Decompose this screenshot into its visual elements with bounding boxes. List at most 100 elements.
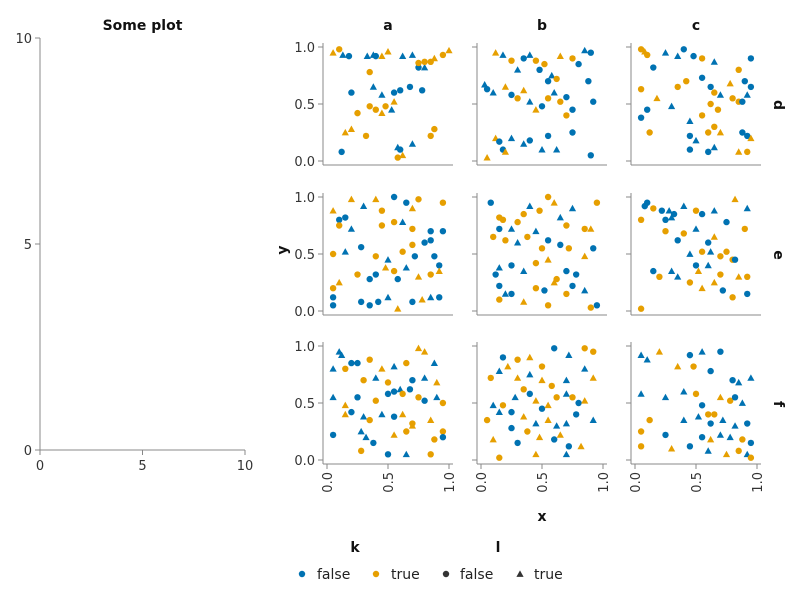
data-point-circle — [524, 233, 531, 241]
data-point-circle — [508, 408, 515, 416]
data-point-circle — [553, 394, 560, 401]
data-point-circle — [731, 394, 739, 401]
data-point-triangle — [680, 416, 688, 423]
data-point-triangle — [384, 293, 392, 301]
data-point-circle — [390, 413, 398, 420]
data-point-triangle — [341, 128, 349, 136]
data-point-triangle — [550, 89, 558, 96]
data-point-circle — [717, 271, 724, 278]
data-point-triangle — [637, 351, 645, 358]
data-point-circle — [384, 390, 392, 398]
data-point-circle — [342, 365, 349, 372]
data-point-triangle — [581, 365, 589, 372]
data-point-circle — [329, 302, 337, 309]
data-point-triangle — [495, 367, 503, 374]
data-point-triangle — [369, 83, 377, 90]
data-point-triangle — [643, 356, 651, 363]
data-point-triangle — [665, 207, 673, 214]
data-point-circle — [439, 434, 447, 441]
data-point-triangle — [743, 204, 751, 212]
data-point-circle — [483, 85, 491, 93]
data-point-triangle — [735, 378, 743, 386]
data-point-triangle — [492, 49, 500, 56]
data-point-triangle — [581, 397, 589, 404]
data-point-triangle — [589, 374, 597, 381]
data-point-circle — [707, 367, 714, 375]
facet-column-label: b — [537, 18, 547, 34]
data-point-circle — [329, 294, 337, 301]
data-point-circle — [569, 394, 576, 401]
data-point-circle — [532, 259, 540, 267]
data-point-triangle — [339, 51, 347, 58]
data-point-circle — [637, 305, 645, 312]
data-point-circle — [397, 146, 404, 153]
data-point-circle — [686, 443, 694, 450]
data-point-triangle — [514, 66, 522, 73]
data-point-triangle — [418, 296, 426, 303]
left-y-tick-label: 0 — [24, 444, 32, 459]
facet-column-label: a — [383, 18, 392, 34]
data-point-circle — [372, 253, 379, 260]
data-point-triangle — [716, 393, 724, 401]
data-point-circle — [492, 271, 499, 278]
facet-y-tick-label: 1.0 — [294, 41, 315, 56]
facet-y-tick-label: 0.0 — [294, 454, 315, 469]
data-point-circle — [366, 68, 373, 76]
data-point-circle — [439, 228, 447, 235]
data-point-circle — [390, 267, 398, 275]
data-point-triangle — [686, 250, 694, 257]
legend-shape-title: l — [496, 540, 501, 556]
data-point-triangle — [577, 442, 585, 450]
data-point-circle — [674, 83, 681, 91]
data-point-triangle — [381, 264, 390, 271]
data-point-circle — [536, 207, 543, 214]
legend-shape-label: true — [534, 567, 563, 583]
data-point-triangle — [532, 106, 540, 113]
data-point-triangle — [399, 218, 407, 225]
left-x-tick-label: 0 — [36, 459, 44, 474]
data-point-triangle — [553, 146, 561, 153]
data-point-triangle — [378, 91, 386, 98]
data-point-triangle — [526, 370, 534, 378]
data-point-circle — [692, 207, 700, 214]
data-point-circle — [680, 46, 687, 53]
left-y-tick-label: 10 — [15, 32, 32, 47]
data-point-circle — [508, 290, 515, 298]
data-point-circle — [421, 58, 428, 66]
data-point-circle — [563, 290, 570, 298]
data-point-triangle — [735, 148, 743, 155]
data-point-triangle — [698, 348, 706, 355]
data-point-circle — [348, 359, 355, 367]
data-point-circle — [499, 402, 507, 409]
data-point-circle — [698, 210, 706, 218]
data-point-circle — [508, 57, 515, 64]
data-point-circle — [366, 416, 373, 424]
data-point-triangle — [526, 202, 534, 209]
data-point-circle — [698, 248, 706, 255]
data-point-triangle — [421, 348, 429, 355]
data-point-triangle — [481, 81, 489, 88]
data-point-circle — [508, 424, 515, 432]
data-point-triangle — [378, 52, 386, 59]
data-point-circle — [397, 87, 404, 94]
data-point-triangle — [489, 89, 497, 96]
data-point-circle — [707, 83, 714, 91]
data-point-triangle — [347, 125, 355, 132]
data-point-triangle — [501, 148, 509, 155]
data-point-circle — [375, 298, 382, 306]
data-point-circle — [731, 256, 739, 263]
data-point-circle — [366, 275, 373, 283]
data-point-circle — [544, 237, 552, 244]
data-point-triangle — [388, 106, 396, 113]
data-point-circle — [409, 225, 416, 233]
data-point-circle — [436, 262, 443, 269]
data-point-circle — [508, 262, 515, 269]
data-point-triangle — [562, 376, 570, 384]
data-point-triangle — [402, 450, 410, 458]
data-point-circle — [370, 439, 377, 447]
facet-column-label: c — [692, 18, 700, 34]
data-point-triangle — [408, 204, 416, 212]
data-point-circle — [686, 146, 694, 153]
data-point-circle — [496, 296, 503, 303]
facet-x-axis-label: x — [537, 509, 546, 525]
